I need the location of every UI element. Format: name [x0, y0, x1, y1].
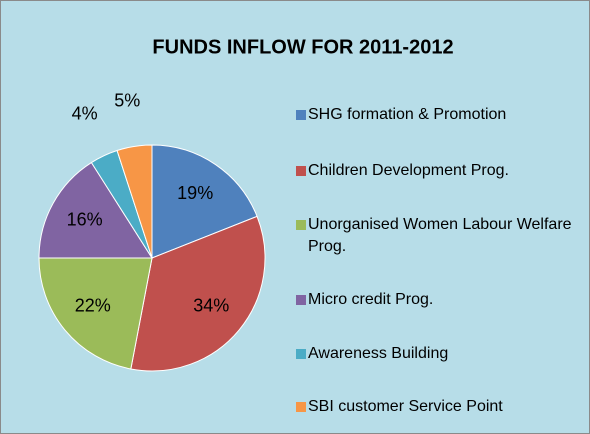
legend-swatch [296, 166, 306, 176]
legend-label: Awareness Building [308, 345, 449, 362]
pie-slice [38, 161, 153, 259]
data-label: 5% [114, 90, 140, 110]
legend-swatch [296, 349, 306, 359]
data-label: 4% [72, 104, 98, 124]
legend-label: SBI customer Service Point [308, 398, 503, 415]
pie-slice [130, 215, 266, 372]
data-label: 16% [67, 210, 103, 230]
legend-item: SHG formation & Promotion [296, 104, 576, 126]
legend-swatch [296, 110, 306, 120]
legend-label: Micro credit Prog. [308, 291, 434, 308]
legend: SHG formation & Promotion Children Develo… [296, 104, 576, 418]
data-label: 34% [193, 296, 229, 316]
chart-title: FUNDS INFLOW FOR 2011-2012 [152, 36, 453, 58]
legend-label: Children Development Prog. [308, 162, 509, 179]
pie-slice [116, 144, 153, 259]
legend-item: Children Development Prog. [296, 160, 576, 182]
pie-slice [38, 257, 153, 370]
legend-item: Awareness Building [296, 343, 576, 365]
legend-swatch [296, 295, 306, 305]
legend-item: Unorganised Women Labour Welfare Prog. [296, 214, 576, 258]
pie-slice [151, 144, 258, 259]
legend-swatch [296, 220, 306, 230]
legend-swatch [296, 402, 306, 412]
legend-item: SBI customer Service Point [296, 396, 576, 418]
legend-item: Micro credit Prog. [296, 289, 576, 311]
legend-label: SHG formation & Promotion [308, 106, 507, 123]
data-label: 19% [177, 183, 213, 203]
legend-label: Unorganised Women Labour Welfare Prog. [308, 216, 572, 255]
data-label: 22% [75, 296, 111, 316]
